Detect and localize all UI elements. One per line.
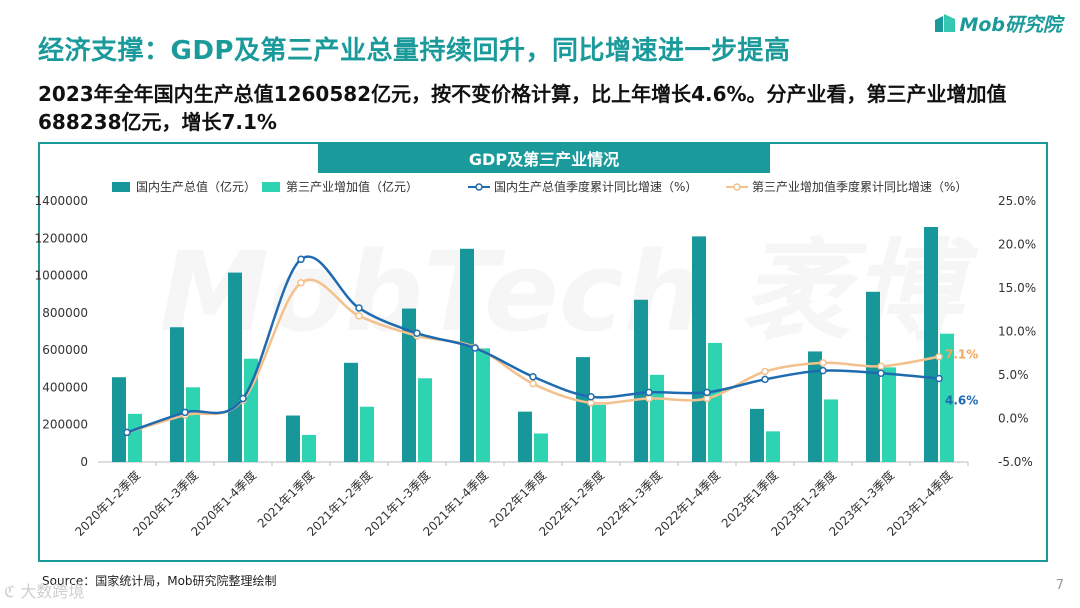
page-number: 7 bbox=[1055, 578, 1064, 593]
chart-title: GDP及第三产业情况 bbox=[318, 143, 770, 173]
page-title: 经济支撑：GDP及第三产业总量持续回升，同比增速进一步提高 bbox=[38, 36, 791, 66]
logo-building-icon bbox=[935, 14, 956, 32]
brand-logo: Mob研究院 bbox=[935, 10, 1062, 36]
page-subtitle: 2023年全年国内生产总值1260582亿元，按不变价格计算，比上年增长4.6%… bbox=[38, 82, 1007, 134]
watermark-text: ℭ 大数跨境 bbox=[4, 582, 85, 601]
source-note: Source：国家统计局，Mob研究院整理绘制 bbox=[42, 574, 277, 588]
logo-text: Mob研究院 bbox=[959, 13, 1062, 36]
chart-frame bbox=[38, 142, 1048, 562]
